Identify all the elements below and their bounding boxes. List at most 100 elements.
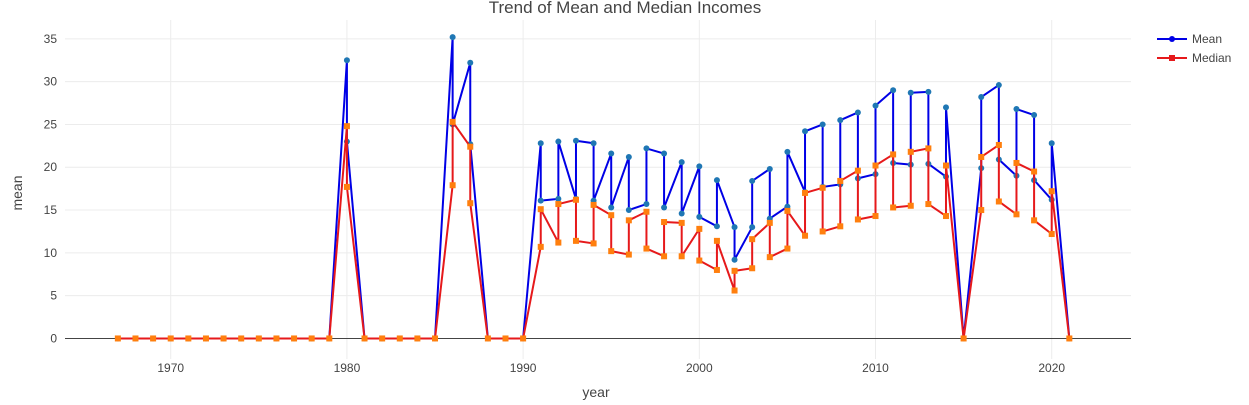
mean-point	[1048, 140, 1055, 147]
y-tick-label: 5	[50, 289, 57, 303]
median-point	[467, 143, 474, 150]
median-point	[1048, 188, 1055, 195]
median-point	[185, 335, 192, 342]
median-point	[238, 335, 245, 342]
median-point	[502, 335, 509, 342]
y-tick-label: 25	[44, 117, 58, 131]
legend-label-mean: Mean	[1192, 32, 1222, 46]
median-point	[1013, 159, 1020, 166]
median-point	[854, 167, 861, 174]
median-point	[1031, 168, 1038, 175]
median-point	[361, 335, 368, 342]
mean-point	[907, 89, 914, 96]
median-point	[802, 189, 809, 196]
median-point	[220, 335, 227, 342]
mean-point	[978, 94, 985, 101]
median-point	[907, 148, 914, 155]
mean-point	[890, 87, 897, 94]
median-point	[114, 335, 121, 342]
median-point	[978, 207, 985, 214]
median-point	[713, 237, 720, 244]
mean-point	[713, 177, 720, 184]
median-point	[784, 245, 791, 252]
mean-point	[1013, 106, 1020, 113]
mean-point	[661, 150, 668, 157]
median-point	[608, 212, 615, 219]
median-point	[766, 254, 773, 261]
legend-item-mean[interactable]: Mean	[1157, 32, 1222, 46]
median-point	[942, 213, 949, 220]
median-point	[978, 153, 985, 160]
legend[interactable]: Mean Median	[1157, 32, 1231, 65]
x-tick-label: 1980	[334, 361, 361, 375]
median-point	[661, 219, 668, 226]
mean-point	[995, 82, 1002, 89]
median-point	[202, 335, 209, 342]
median-point	[643, 245, 650, 252]
x-tick-label: 1990	[510, 361, 537, 375]
median-point	[661, 253, 668, 260]
median-point	[291, 335, 298, 342]
median-point	[467, 200, 474, 207]
mean-point	[643, 201, 650, 208]
median-point	[942, 162, 949, 169]
median-point	[819, 184, 826, 191]
mean-point	[625, 207, 632, 214]
mean-point	[784, 148, 791, 155]
y-tick-label: 20	[44, 160, 58, 174]
mean-point	[625, 153, 632, 160]
median-point	[890, 204, 897, 211]
mean-point	[537, 140, 544, 147]
median-point	[960, 335, 967, 342]
median-point	[167, 335, 174, 342]
x-tick-label: 1970	[157, 361, 184, 375]
median-point	[643, 208, 650, 215]
legend-item-median[interactable]: Median	[1157, 51, 1231, 65]
median-point	[872, 213, 879, 220]
median-point	[854, 216, 861, 223]
median-point	[590, 201, 597, 208]
median-point	[678, 219, 685, 226]
median-point	[326, 335, 333, 342]
median-point	[784, 207, 791, 214]
median-point	[572, 196, 579, 203]
median-point	[308, 335, 315, 342]
median-point	[819, 228, 826, 235]
mean-point	[661, 204, 668, 211]
mean-point	[555, 138, 562, 145]
median-point	[520, 335, 527, 342]
median-point	[696, 257, 703, 264]
median-point	[731, 287, 738, 294]
median-point	[590, 240, 597, 247]
median-point	[766, 219, 773, 226]
median-point	[132, 335, 139, 342]
median-point	[802, 232, 809, 239]
mean-point	[819, 121, 826, 128]
mean-point	[731, 224, 738, 231]
mean-point	[925, 88, 932, 95]
median-point	[255, 335, 262, 342]
mean-point	[731, 256, 738, 263]
median-point	[414, 335, 421, 342]
mean-point	[643, 145, 650, 152]
y-tick-label: 10	[44, 246, 58, 260]
mean-point	[802, 128, 809, 135]
legend-label-median: Median	[1192, 51, 1231, 65]
median-point	[555, 201, 562, 208]
mean-point	[467, 59, 474, 66]
median-point	[1031, 217, 1038, 224]
legend-marker-mean	[1169, 36, 1175, 42]
median-point	[449, 182, 456, 189]
mean-point	[713, 223, 720, 230]
median-point	[572, 237, 579, 244]
mean-point	[854, 109, 861, 116]
median-point	[995, 141, 1002, 148]
median-point	[343, 123, 350, 130]
y-tick-label: 30	[44, 75, 58, 89]
mean-point	[449, 34, 456, 41]
median-point	[995, 198, 1002, 205]
median-point	[837, 223, 844, 230]
median-point	[749, 265, 756, 272]
